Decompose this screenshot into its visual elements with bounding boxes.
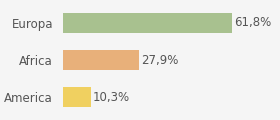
Bar [63,13,232,33]
Text: 61,8%: 61,8% [234,16,271,29]
Text: 10,3%: 10,3% [93,91,130,104]
Bar [63,50,139,70]
Bar [63,87,91,107]
Text: 27,9%: 27,9% [141,54,178,66]
